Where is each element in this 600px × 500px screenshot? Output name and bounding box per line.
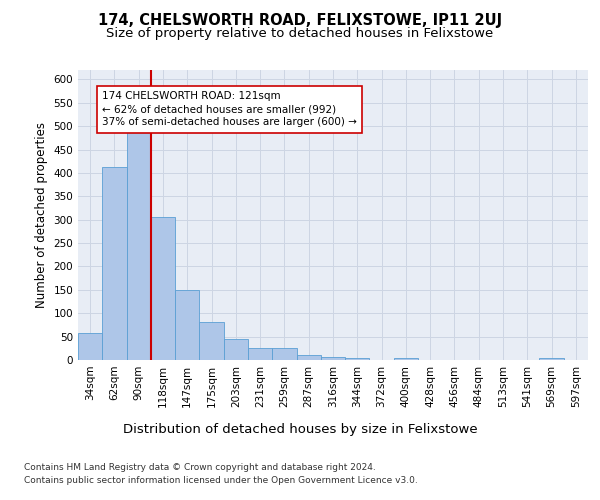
Y-axis label: Number of detached properties: Number of detached properties xyxy=(35,122,48,308)
Text: Contains HM Land Registry data © Crown copyright and database right 2024.: Contains HM Land Registry data © Crown c… xyxy=(24,462,376,471)
Bar xyxy=(127,130,151,360)
Bar xyxy=(224,339,248,360)
Text: Size of property relative to detached houses in Felixstowe: Size of property relative to detached ho… xyxy=(106,28,494,40)
Text: Distribution of detached houses by size in Felixstowe: Distribution of detached houses by size … xyxy=(122,422,478,436)
Text: 174, CHELSWORTH ROAD, FELIXSTOWE, IP11 2UJ: 174, CHELSWORTH ROAD, FELIXSTOWE, IP11 2… xyxy=(98,12,502,28)
Text: Contains public sector information licensed under the Open Government Licence v3: Contains public sector information licen… xyxy=(24,476,418,485)
Bar xyxy=(248,348,272,360)
Bar xyxy=(151,218,175,360)
Bar xyxy=(199,322,224,360)
Bar xyxy=(321,356,345,360)
Bar xyxy=(102,168,127,360)
Bar xyxy=(272,348,296,360)
Bar xyxy=(394,358,418,360)
Bar xyxy=(539,358,564,360)
Bar xyxy=(175,290,199,360)
Text: 174 CHELSWORTH ROAD: 121sqm
← 62% of detached houses are smaller (992)
37% of se: 174 CHELSWORTH ROAD: 121sqm ← 62% of det… xyxy=(102,91,357,128)
Bar xyxy=(296,356,321,360)
Bar xyxy=(345,358,370,360)
Bar xyxy=(78,333,102,360)
